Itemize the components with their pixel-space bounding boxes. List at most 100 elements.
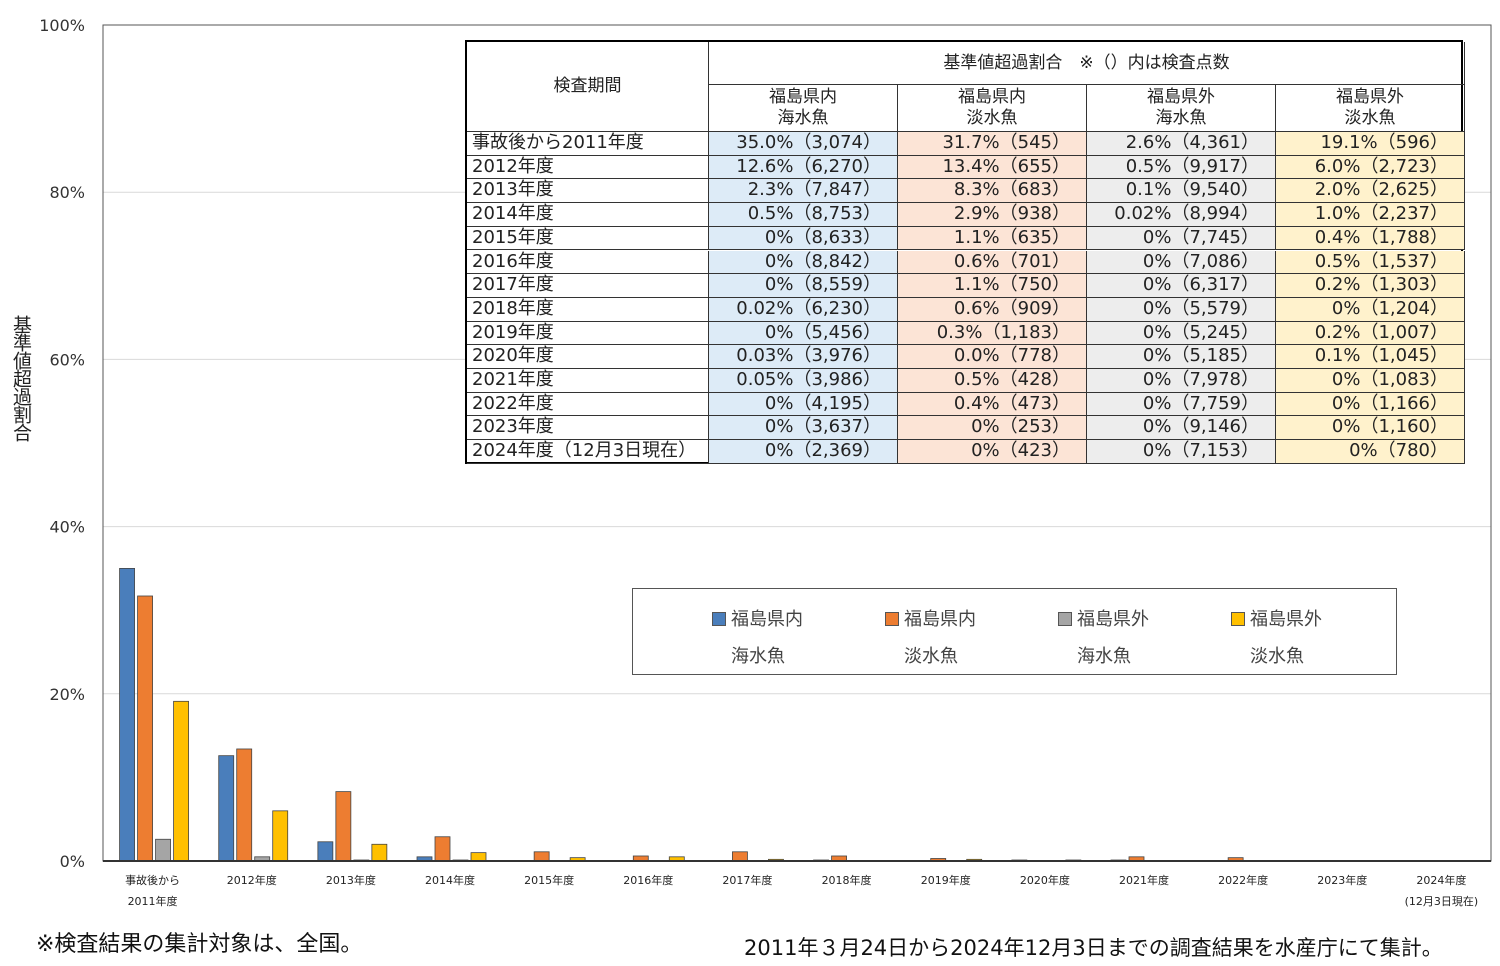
table-cell: 0.1%（1,045） <box>1276 345 1465 369</box>
legend-label: 海水魚 <box>1077 646 1131 667</box>
header-column: 福島県外 海水魚 <box>1087 85 1276 132</box>
table-cell: 0%（7,086） <box>1087 250 1276 275</box>
header-column-line: 福島県外 <box>1336 87 1404 107</box>
table-cell: 31.7%（545） <box>898 132 1087 156</box>
y-tick-label: 100% <box>39 16 85 35</box>
table-cell: 0.6%（909） <box>898 297 1087 322</box>
row-period: 2020年度 <box>467 345 709 369</box>
table-cell: 12.6%（6,270） <box>709 155 898 180</box>
header-column: 福島県内 淡水魚 <box>898 85 1087 132</box>
y-tick-label: 0% <box>60 852 85 871</box>
table-cell: 0%（1,160） <box>1276 416 1465 441</box>
row-period: 2013年度 <box>467 179 709 204</box>
table-cell: 1.1%（750） <box>898 274 1087 298</box>
header-period-label: 検査期間 <box>553 76 622 96</box>
header-period: 検査期間 <box>467 42 709 132</box>
y-tick-label: 40% <box>49 518 85 537</box>
table-cell: 0%（1,204） <box>1276 297 1465 322</box>
header-column-line: 淡水魚 <box>1344 108 1396 128</box>
table-cell: 0%（6,317） <box>1087 274 1276 298</box>
header-column-line: 海水魚 <box>1155 108 1207 128</box>
table-cell: 0.5%（9,917） <box>1087 155 1276 180</box>
legend-label: 福島県内 <box>904 609 976 630</box>
bar <box>119 568 135 862</box>
table-cell: 6.0%（2,723） <box>1276 155 1465 180</box>
table-cell: 0%（4,195） <box>709 392 898 417</box>
table-cell: 0%（5,245） <box>1087 321 1276 346</box>
table-cell: 1.0%（2,237） <box>1276 203 1465 227</box>
row-period: 2015年度 <box>467 226 709 251</box>
table-cell: 0%（780） <box>1276 440 1465 464</box>
y-tick-label: 80% <box>49 183 85 202</box>
data-table: 検査期間 基準値超過割合 ※（）内は検査点数 福島県内 海水魚 福島県内 淡水魚 福島県外海… <box>465 40 1465 464</box>
legend-item: 福島県外 海水魚 <box>1058 601 1149 675</box>
table-cell: 0%（8,559） <box>709 274 898 298</box>
note-scope: ※検査結果の集計対象は、全国。 <box>36 932 363 957</box>
x-tick-label: 2014年度 <box>425 873 475 887</box>
table-cell: 0.3%（1,183） <box>898 321 1087 346</box>
table-cell: 0.5%（1,537） <box>1276 250 1465 275</box>
legend-swatch <box>1231 612 1245 626</box>
y-axis-label: 基準値超過割合 <box>10 315 32 441</box>
x-tick-label: (12月3日現在) <box>1405 895 1479 908</box>
row-period: 2023年度 <box>467 416 709 441</box>
x-tick-label: 2011年度 <box>128 894 178 908</box>
header-group: 基準値超過割合 ※（）内は検査点数 <box>709 42 1465 85</box>
table-cell: 0%（3,637） <box>709 416 898 441</box>
x-tick-label: 2018年度 <box>822 873 872 887</box>
header-column-line: 海水魚 <box>777 108 829 128</box>
table-cell: 0%（8,633） <box>709 226 898 251</box>
row-period: 2019年度 <box>467 321 709 346</box>
row-period: 事故後から2011年度 <box>467 132 709 156</box>
table-cell: 0%（9,146） <box>1087 416 1276 441</box>
table-cell: 2.3%（7,847） <box>709 179 898 204</box>
bar <box>236 748 253 862</box>
x-tick-label: 2017年度 <box>722 873 772 887</box>
x-tick-label: 事故後から <box>125 873 180 887</box>
table-cell: 1.1%（635） <box>898 226 1087 251</box>
row-period: 2017年度 <box>467 274 709 298</box>
bar <box>317 841 334 862</box>
legend-item: 福島県内 海水魚 <box>712 601 803 675</box>
table-cell: 0%（8,842） <box>709 250 898 275</box>
table-cell: 0.0%（778） <box>898 345 1087 369</box>
table-cell: 0.02%（8,994） <box>1087 203 1276 227</box>
table-cell: 0%（5,456） <box>709 321 898 346</box>
legend-swatch <box>1058 612 1072 626</box>
header-column-line: 福島県内 <box>958 87 1026 107</box>
row-period: 2022年度 <box>467 392 709 417</box>
legend-swatch <box>712 612 726 626</box>
table-cell: 0.4%（1,788） <box>1276 226 1465 251</box>
table-cell: 0%（1,166） <box>1276 392 1465 417</box>
x-tick-label: 2020年度 <box>1020 873 1070 887</box>
note-source: 2011年３月24日から2024年12月3日までの調査結果を水産庁にて集計。 <box>744 936 1443 960</box>
x-tick-label: 2021年度 <box>1119 873 1169 887</box>
table-cell: 2.0%（2,625） <box>1276 179 1465 204</box>
table-cell: 0%（1,083） <box>1276 369 1465 393</box>
table-cell: 0.1%（9,540） <box>1087 179 1276 204</box>
table-cell: 0%（2,369） <box>709 440 898 464</box>
table-cell: 0.6%（701） <box>898 250 1087 275</box>
legend-label: 福島県外 <box>1250 609 1322 630</box>
row-period: 2016年度 <box>467 250 709 275</box>
table-cell: 19.1%（596） <box>1276 132 1465 156</box>
bar <box>137 595 153 862</box>
bar <box>335 791 352 862</box>
x-tick-label: 2022年度 <box>1218 873 1268 887</box>
header-column-line: 福島県外 <box>1147 87 1215 107</box>
x-tick-label: 2012年度 <box>227 873 277 887</box>
x-tick-label: 2013年度 <box>326 873 376 887</box>
table-cell: 0%（7,978） <box>1087 369 1276 393</box>
header-column: 福島県内 海水魚 <box>709 85 898 132</box>
legend: 福島県内 海水魚 福島県内淡水魚 福島県外 海水魚 福島県外淡水魚 <box>632 588 1397 675</box>
bar <box>218 755 235 862</box>
header-column: 福島県外 淡水魚 <box>1276 85 1465 132</box>
x-tick-label: 2019年度 <box>921 873 971 887</box>
table-cell: 0.03%（3,976） <box>709 345 898 369</box>
table-cell: 0.2%（1,303） <box>1276 274 1465 298</box>
legend-label: 淡水魚 <box>1250 646 1304 667</box>
legend-label: 淡水魚 <box>904 646 958 667</box>
x-tick-label: 2023年度 <box>1317 873 1367 887</box>
bar <box>155 838 171 862</box>
